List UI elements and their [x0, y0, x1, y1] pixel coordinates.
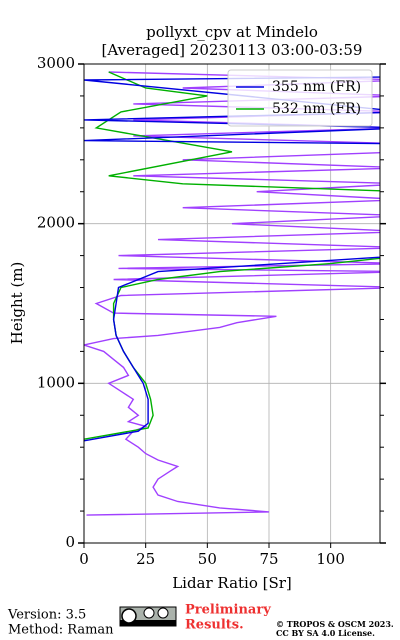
x-tick-label: 0: [79, 550, 89, 568]
copyright: © TROPOS & OSCM 2023.: [276, 619, 394, 629]
y-tick-label: 2000: [37, 214, 75, 232]
chart-title: pollyxt_cpv at Mindelo: [146, 23, 318, 41]
legend-label: 532 nm (FR): [272, 101, 361, 117]
method: Method: Raman: [8, 623, 114, 638]
results: Results.: [185, 618, 244, 633]
preliminary: Preliminary: [185, 603, 271, 618]
cc-logo: [119, 606, 177, 627]
y-tick-label: 3000: [37, 54, 75, 72]
y-tick-label: 1000: [37, 373, 75, 391]
version: Version: 3.5: [7, 608, 86, 623]
x-axis-label: Lidar Ratio [Sr]: [172, 574, 292, 592]
y-tick-label: 0: [65, 533, 75, 551]
legend-box: [227, 69, 373, 127]
x-tick-label: 100: [316, 550, 345, 568]
license: CC BY SA 4.0 License.: [276, 628, 375, 638]
chart-subtitle: [Averaged] 20230113 03:00-03:59: [102, 41, 363, 59]
x-tick-label: 25: [136, 550, 155, 568]
legend: 355 nm (FR) 532 nm (FR): [227, 69, 373, 127]
plot-area: [84, 64, 380, 543]
x-tick-label: 75: [259, 550, 278, 568]
y-axis-label: Height (m): [8, 262, 26, 345]
legend-label: 355 nm (FR): [272, 79, 361, 95]
plot-frame: [83, 63, 381, 544]
profile-line: [84, 71, 380, 440]
x-tick-label: 50: [198, 550, 217, 568]
